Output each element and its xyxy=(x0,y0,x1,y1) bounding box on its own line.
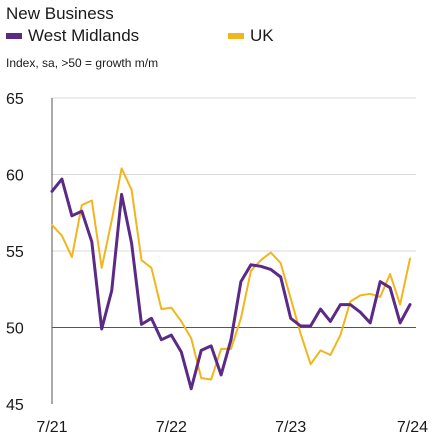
y-tick-label-55: 55 xyxy=(6,244,24,261)
chart-title: New Business xyxy=(6,4,114,23)
legend-item-uk: UK xyxy=(228,26,274,46)
series-line-uk xyxy=(51,167,411,381)
x-tick-label-7-24: 7/24 xyxy=(397,419,428,436)
x-tick-label-7-21: 7/21 xyxy=(36,419,67,436)
series-line-west-midlands xyxy=(50,177,412,391)
legend: West Midlands UK xyxy=(6,26,426,48)
y-tick-label-50: 50 xyxy=(6,321,24,338)
legend-label-uk: UK xyxy=(250,26,274,45)
x-tick-label-7-22: 7/22 xyxy=(156,419,187,436)
y-tick-label-45: 45 xyxy=(6,397,24,414)
y-tick-label-65: 65 xyxy=(6,91,24,108)
legend-item-west-midlands: West Midlands xyxy=(6,26,139,46)
chart-subtitle: Index, sa, >50 = growth m/m xyxy=(6,56,159,70)
x-tick-label-7-23: 7/23 xyxy=(275,419,306,436)
legend-swatch-uk xyxy=(228,33,244,39)
legend-label-west-midlands: West Midlands xyxy=(28,26,140,45)
legend-swatch-west-midlands xyxy=(6,33,22,39)
y-tick-label-60: 60 xyxy=(6,168,24,185)
